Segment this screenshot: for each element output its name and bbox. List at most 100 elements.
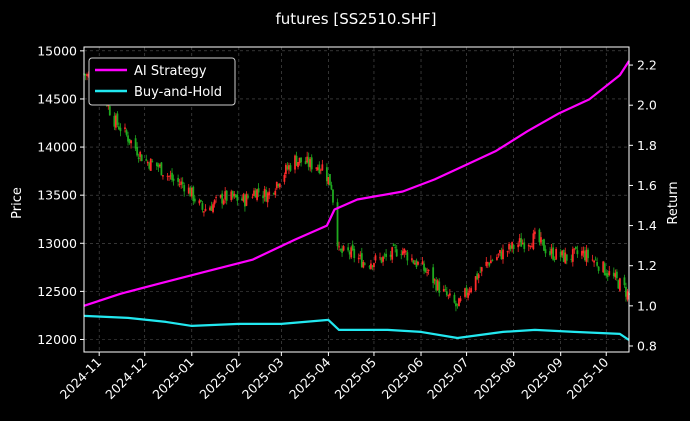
candle-body (617, 280, 620, 289)
candle-body (448, 293, 451, 296)
candle-body (383, 254, 386, 256)
candle-body (564, 252, 567, 264)
candle-body (240, 198, 243, 201)
candle-body (254, 190, 257, 198)
candle-body (114, 115, 117, 128)
candle-body (268, 191, 271, 196)
candle-body (289, 165, 292, 171)
candle-body (180, 181, 183, 185)
candle-body (576, 250, 579, 255)
y-left-tick-label: 14000 (37, 140, 77, 155)
candle-body (140, 154, 143, 162)
candle-body (529, 246, 532, 247)
candle-body (245, 194, 248, 206)
candle-body (570, 258, 573, 260)
candle-body (300, 157, 302, 163)
candle-body (552, 247, 554, 260)
candle-body (251, 196, 254, 198)
candle-body (456, 303, 459, 305)
candle-body (236, 194, 239, 201)
candle-body (382, 256, 384, 262)
candle-body (338, 246, 340, 248)
candle-body (315, 167, 318, 169)
candle-body (584, 251, 586, 261)
candle-body (453, 294, 456, 303)
candle-body (210, 206, 213, 211)
candle-body (488, 263, 491, 266)
candle-body (159, 164, 161, 167)
candle-body (307, 157, 310, 167)
candle-body (222, 200, 225, 205)
candle-body (244, 195, 246, 207)
candle-body (602, 261, 605, 273)
candle-body (198, 200, 201, 204)
candle-body (137, 157, 140, 160)
candle-body (113, 115, 116, 127)
candle-body (350, 247, 353, 258)
candle-body (508, 244, 510, 250)
candle-body (295, 155, 298, 166)
candle-body (395, 249, 398, 257)
candle-body (467, 292, 469, 298)
candle-body (574, 246, 577, 249)
candle-body (360, 253, 363, 268)
candle-body (403, 248, 406, 254)
candle-body (523, 242, 526, 249)
candle-body (385, 253, 388, 257)
candle-body (347, 247, 350, 251)
y-right-label: Return (666, 181, 681, 224)
candle-body (499, 250, 501, 254)
candle-body (221, 193, 224, 204)
candle-body (201, 203, 204, 210)
candle-body (404, 251, 407, 252)
legend-label-bh: Buy-and-Hold (134, 85, 222, 100)
candle-body (336, 202, 339, 247)
candle-body (626, 291, 629, 300)
candle-body (445, 291, 448, 296)
candle-body (427, 269, 430, 271)
candle-body (286, 166, 289, 170)
candle-body (124, 127, 126, 130)
candle-body (348, 251, 351, 255)
candle-body (108, 106, 111, 116)
candle-body (362, 262, 365, 268)
candle-body (178, 184, 181, 185)
candle-body (614, 273, 617, 278)
candle-body (190, 187, 193, 197)
candle-body (549, 251, 551, 256)
candle-body (199, 200, 202, 202)
candle-body (272, 193, 275, 194)
candle-body (294, 155, 296, 170)
candle-body (415, 260, 418, 267)
candle-body (215, 197, 217, 198)
candle-body (325, 167, 328, 182)
legend-label-ai: AI Strategy (134, 64, 207, 79)
candle-body (329, 174, 331, 186)
y-right-tick-label: 0.8 (637, 338, 657, 353)
candle-body (234, 194, 237, 198)
candle-body (181, 181, 184, 185)
left-axis: 12000 12500 13000 13500 14000 14500 15000 (37, 43, 84, 347)
candle-body (527, 244, 530, 247)
candle-body (506, 251, 509, 253)
candle-body (368, 266, 371, 268)
candle-body (134, 138, 137, 149)
candle-body (116, 113, 119, 125)
candle-body (306, 156, 309, 163)
candle-body (149, 158, 152, 171)
candle-body (166, 175, 169, 177)
candle-body (477, 274, 480, 278)
candle-body (593, 260, 595, 263)
candle-body (612, 272, 615, 277)
candle-body (455, 303, 457, 307)
candle-body (157, 164, 160, 168)
candle-body (603, 263, 606, 276)
candle-body (359, 254, 362, 257)
candle-body (543, 239, 545, 251)
candle-body (357, 257, 360, 260)
candle-body (160, 162, 163, 176)
candle-body (136, 146, 139, 156)
candle-body (423, 263, 425, 271)
y-left-tick-label: 12000 (37, 332, 77, 347)
